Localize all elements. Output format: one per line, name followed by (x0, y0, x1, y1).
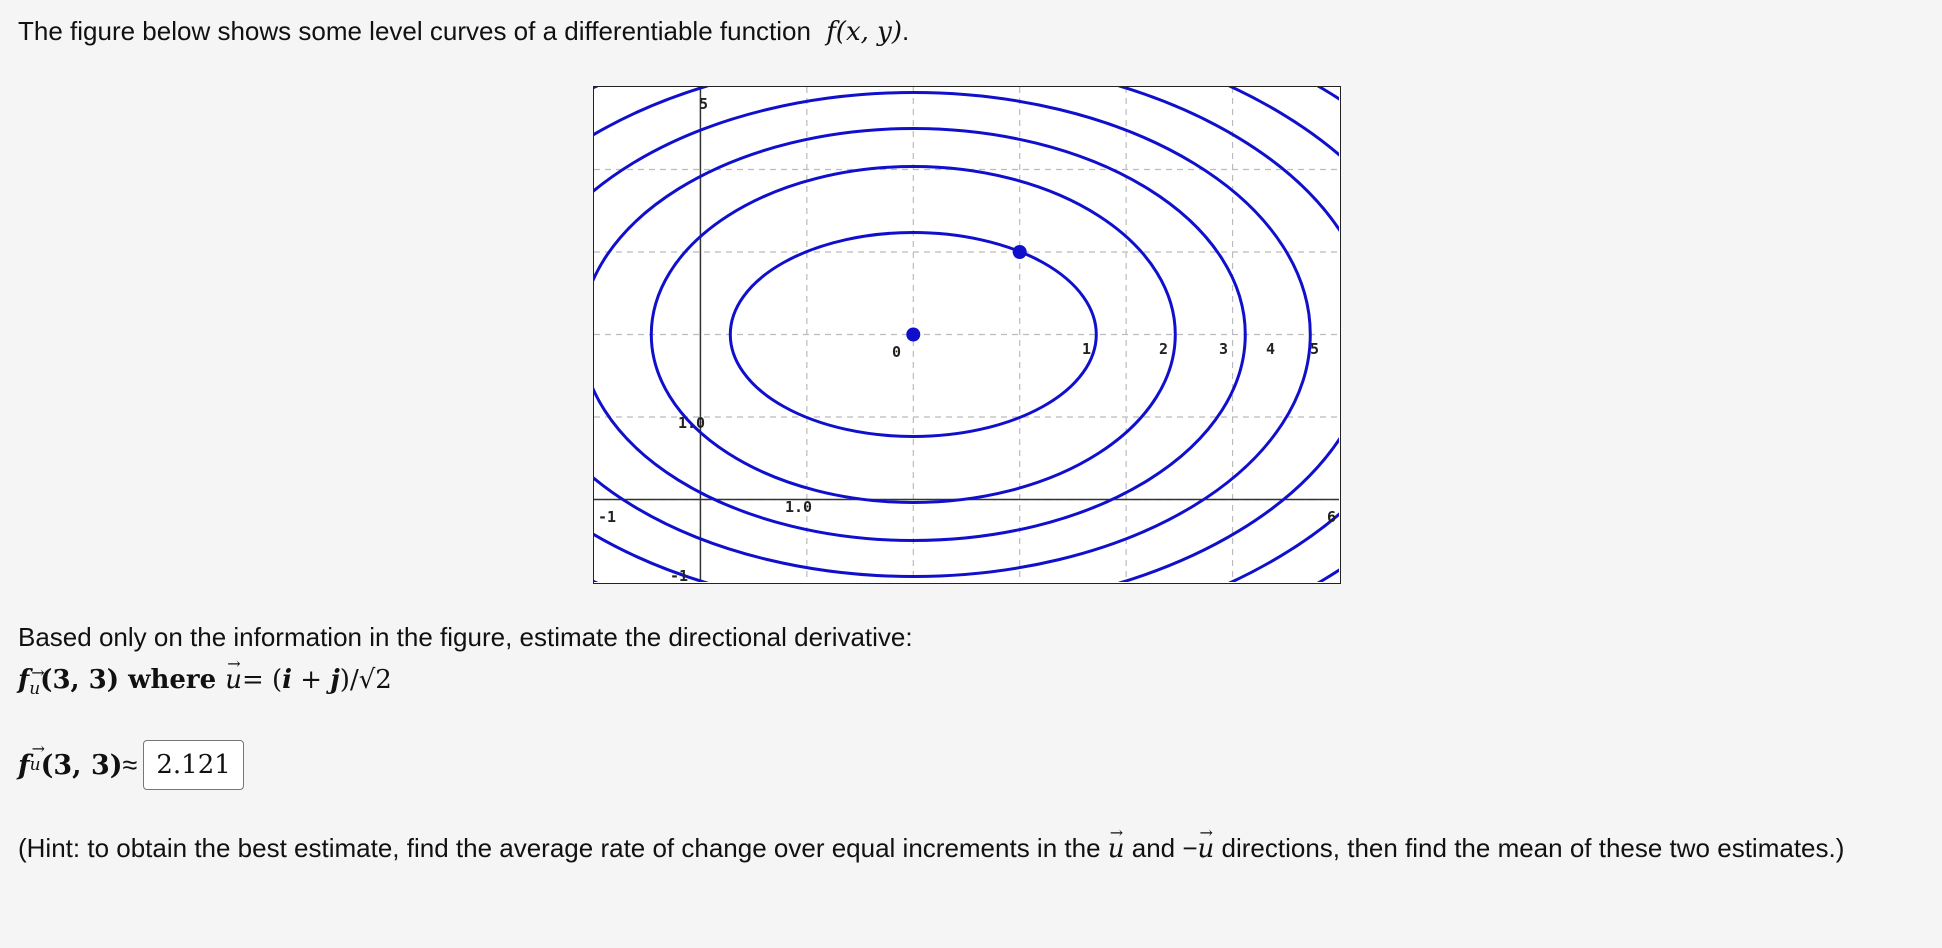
level-label-2: 2 (1159, 340, 1168, 358)
expr-j: j (330, 665, 340, 695)
expr-u-sub: u (29, 658, 44, 704)
expr-args: (3, 3) (40, 665, 120, 695)
x-tick-left: -1 (598, 508, 616, 526)
intro-text: The figure below shows some level curves… (18, 16, 909, 47)
level-curves-plot: 5 -1 -1 6 0 1 2 3 4 5 1.0 1.0 (594, 87, 1339, 582)
expr-f: f (18, 665, 30, 695)
answer-f: f (18, 749, 30, 781)
hint-u1: u (1108, 812, 1125, 870)
intro-sentence: The figure below shows some level curves… (18, 16, 811, 46)
expr-plus: + (292, 665, 331, 695)
level-label-4: 4 (1266, 340, 1275, 358)
answer-input[interactable]: 2.121 (143, 740, 244, 790)
marked-point-0 (906, 327, 921, 342)
hint-minus: − (1182, 833, 1198, 863)
marked-point-1 (1012, 245, 1027, 259)
inner-label-x: 1.0 (785, 498, 812, 516)
hint-u2: u (1198, 812, 1215, 870)
level-curve-3 (594, 91, 1312, 578)
level-label-1: 1 (1082, 340, 1091, 358)
hint-part2: directions, then find the mean of these … (1214, 833, 1845, 863)
level-label-5: 5 (1310, 340, 1319, 358)
answer-approx: ≈ (122, 749, 138, 780)
marked-points (906, 245, 1027, 342)
question-expression: fu(3, 3) where u= (i + j)/√2 (18, 649, 392, 704)
grid (594, 87, 1339, 582)
hint-and: and (1124, 833, 1183, 863)
intro-period: . (901, 16, 910, 46)
level-curves-figure: 5 -1 -1 6 0 1 2 3 4 5 1.0 1.0 (593, 86, 1341, 584)
expr-i: i (282, 665, 293, 695)
answer-row: fu(3, 3) ≈ 2.121 (18, 738, 244, 792)
answer-args: (3, 3) (40, 749, 123, 781)
answer-u-sub: u (30, 739, 45, 775)
expr-where: where (119, 665, 226, 695)
level-curve-0 (728, 231, 1098, 438)
expr-u-def: = ( (241, 665, 283, 695)
level-curve-1 (649, 165, 1177, 504)
level-curves (594, 87, 1339, 582)
y-tick-top: 5 (699, 95, 708, 113)
level-label-3: 3 (1219, 340, 1228, 358)
x-tick-right: 6 (1327, 508, 1336, 526)
plot-labels: 5 -1 -1 6 0 1 2 3 4 5 1.0 1.0 (598, 95, 1336, 582)
level-label-0: 0 (892, 343, 901, 361)
function-name: f(x, y) (826, 17, 902, 47)
inner-label-y: 1.0 (678, 414, 705, 432)
expr-u: u (225, 649, 242, 695)
y-tick-bottom: -1 (670, 567, 688, 582)
expr-den: )/√2 (339, 665, 392, 695)
level-curve-2 (594, 127, 1247, 542)
question-prompt: Based only on the information in the fig… (18, 622, 913, 652)
hint-part1: (Hint: to obtain the best estimate, find… (18, 833, 1108, 863)
hint-text: (Hint: to obtain the best estimate, find… (18, 812, 1918, 870)
